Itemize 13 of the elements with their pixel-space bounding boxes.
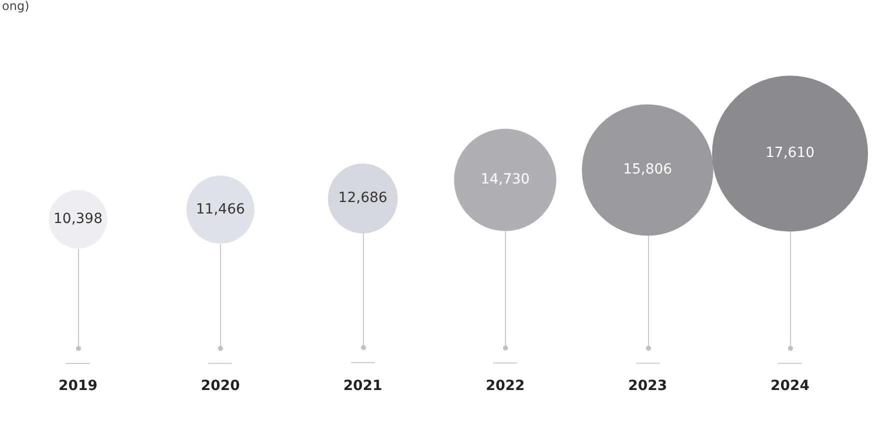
data-label: 12,686 — [338, 190, 388, 206]
text: ong) — [2, 0, 30, 14]
data-label: 14,730 — [480, 172, 530, 188]
x-tick-label: 2022 — [486, 378, 525, 394]
data-label: 11,466 — [196, 201, 245, 218]
data-label: 10,398 — [54, 210, 102, 227]
x-tick-label: 2020 — [200, 378, 240, 394]
x-tick-label: 2019 — [58, 378, 98, 394]
data-label: 15,806 — [623, 162, 672, 178]
data-label: 17,610 — [766, 145, 814, 162]
x-tick-label: 2024 — [770, 378, 810, 394]
x-tick-label: 2023 — [628, 378, 668, 394]
x-tick-label: 2021 — [343, 378, 382, 394]
